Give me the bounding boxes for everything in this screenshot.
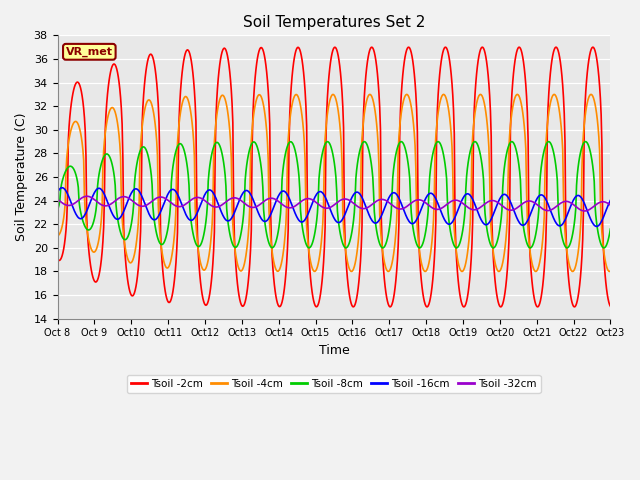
Tsoil -8cm [401, 145, 409, 151]
Y-axis label: Soil Temperature (C): Soil Temperature (C) [15, 113, 28, 241]
Line: Tsoil -4cm: Tsoil -4cm [58, 95, 611, 272]
Tsoil -4cm [177, 109, 184, 115]
Tsoil -2cm [64, 194, 72, 200]
Title: Soil Temperatures Set 2: Soil Temperatures Set 2 [243, 15, 425, 30]
Tsoil -32cm [64, 203, 72, 208]
Tsoil -32cm [581, 208, 589, 214]
Tsoil -32cm [54, 196, 61, 202]
Tsoil -2cm [417, 276, 425, 282]
Tsoil -8cm [206, 163, 214, 169]
Tsoil -32cm [607, 202, 614, 208]
Tsoil -8cm [120, 237, 128, 242]
Legend: Tsoil -2cm, Tsoil -4cm, Tsoil -8cm, Tsoil -16cm, Tsoil -32cm: Tsoil -2cm, Tsoil -4cm, Tsoil -8cm, Tsoi… [127, 374, 541, 393]
Line: Tsoil -16cm: Tsoil -16cm [58, 188, 611, 227]
Line: Tsoil -8cm: Tsoil -8cm [58, 142, 611, 248]
Tsoil -2cm [177, 88, 184, 94]
Text: VR_met: VR_met [66, 47, 113, 57]
Tsoil -32cm [83, 193, 91, 199]
Tsoil -8cm [416, 245, 424, 251]
Tsoil -16cm [177, 201, 185, 206]
Tsoil -16cm [207, 187, 214, 193]
X-axis label: Time: Time [319, 344, 349, 357]
Tsoil -2cm [607, 303, 614, 309]
Tsoil -2cm [570, 304, 578, 310]
Tsoil -8cm [435, 139, 442, 144]
Tsoil -16cm [418, 204, 426, 210]
Tsoil -4cm [607, 268, 614, 274]
Tsoil -16cm [607, 198, 614, 204]
Tsoil -8cm [64, 165, 72, 171]
Tsoil -8cm [54, 207, 61, 213]
Line: Tsoil -32cm: Tsoil -32cm [58, 196, 611, 211]
Tsoil -16cm [58, 185, 66, 191]
Tsoil -8cm [177, 141, 184, 146]
Tsoil -2cm [401, 54, 409, 60]
Tsoil -32cm [177, 204, 185, 209]
Tsoil -16cm [54, 189, 61, 195]
Tsoil -32cm [402, 204, 410, 210]
Tsoil -4cm [401, 93, 409, 99]
Tsoil -32cm [418, 198, 426, 204]
Tsoil -2cm [589, 44, 596, 50]
Tsoil -16cm [122, 205, 129, 211]
Tsoil -2cm [120, 241, 128, 247]
Tsoil -4cm [54, 233, 61, 239]
Tsoil -4cm [64, 147, 72, 153]
Tsoil -2cm [54, 256, 61, 262]
Line: Tsoil -2cm: Tsoil -2cm [58, 47, 611, 307]
Tsoil -8cm [418, 242, 426, 248]
Tsoil -4cm [495, 269, 503, 275]
Tsoil -32cm [122, 194, 129, 200]
Tsoil -32cm [207, 202, 214, 208]
Tsoil -4cm [513, 92, 521, 97]
Tsoil -16cm [402, 212, 410, 218]
Tsoil -2cm [206, 291, 214, 297]
Tsoil -4cm [417, 259, 425, 265]
Tsoil -16cm [65, 192, 72, 198]
Tsoil -16cm [593, 224, 600, 229]
Tsoil -4cm [206, 247, 214, 253]
Tsoil -8cm [607, 226, 614, 232]
Tsoil -4cm [120, 239, 128, 245]
